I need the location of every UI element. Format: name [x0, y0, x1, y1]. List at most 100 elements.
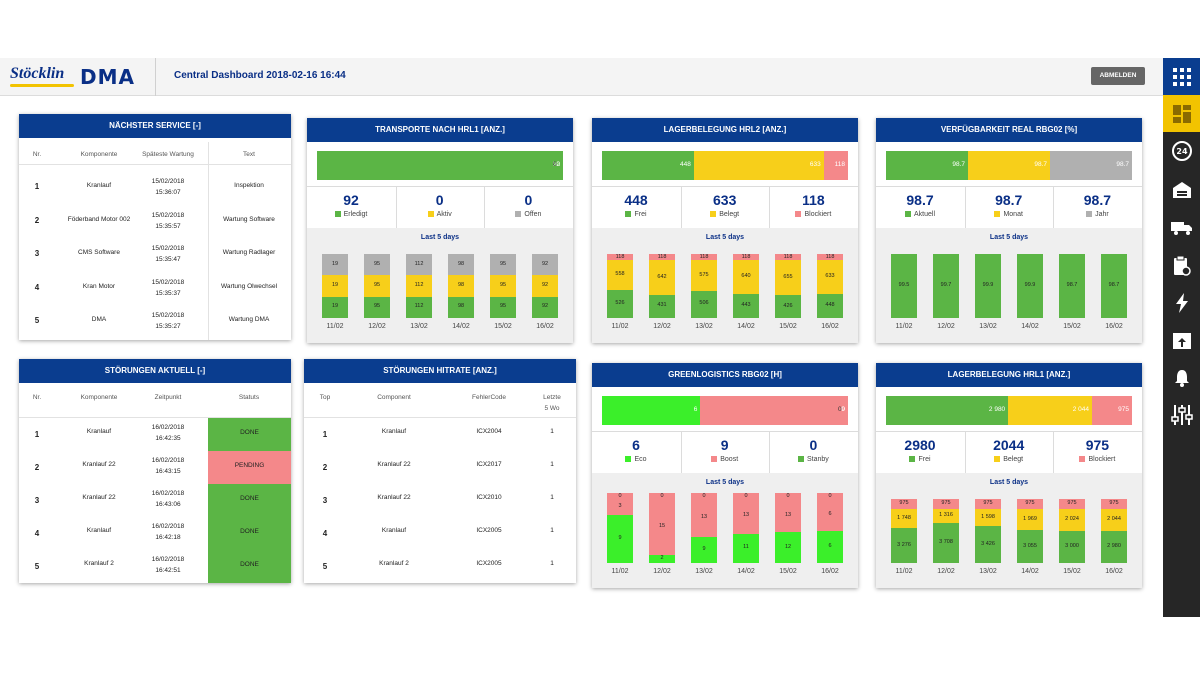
history-x-label: 11/02: [611, 568, 629, 575]
history-title: Last 5 days: [420, 234, 460, 241]
kpi-stat-label: Frei: [918, 456, 931, 463]
kpi-stat-label: Blockiert: [1088, 456, 1116, 463]
history-bar-label: 95: [499, 303, 507, 310]
history-bar-label: 98: [457, 281, 465, 288]
history-bar-label: 3: [618, 503, 622, 509]
sidebar-item-dashboard[interactable]: [1163, 95, 1200, 132]
history-bar-label: 633: [825, 273, 835, 280]
history-bar-label: 98.7: [1066, 282, 1078, 288]
kpi-panel: LAGERBELEGUNG HRL1 [ANZ.] 2 980 2 044 975 29…: [876, 363, 1142, 588]
history-bar-label: 118: [699, 254, 709, 260]
table-row-component: Kranlauf: [86, 182, 112, 189]
history-bar-label: 975: [1109, 500, 1119, 507]
history-bar-label: 0: [702, 493, 706, 499]
hitrate-col-top: Top: [319, 394, 331, 401]
sidebar-item-alerts[interactable]: [1163, 359, 1200, 396]
history-bar-segment: 3: [607, 499, 633, 515]
table-row-count: 1: [550, 428, 554, 435]
kpi-stat-label-row: Boost: [681, 456, 769, 463]
history-x-label: 15/02: [1063, 323, 1081, 330]
header-bar: Stöcklin DMA Central Dashboard 2018-02-1…: [0, 58, 1163, 96]
kpi-stat-label: Aktiv: [436, 211, 452, 218]
box-upload-icon: [1172, 332, 1191, 349]
history-bar-segment: 13: [775, 499, 801, 533]
history-bar-label: 99.9: [982, 282, 994, 288]
history-bar-label: 98: [457, 303, 465, 310]
table-row-time: 16:42:35: [155, 435, 181, 442]
table-row-time: 15:35:37: [155, 289, 181, 297]
history-bar-label: 118: [615, 254, 625, 260]
kpi-stat-label-row: Belegt: [965, 456, 1053, 463]
stat-separator: [484, 187, 486, 228]
history-bar-label: 975: [983, 500, 993, 507]
sidebar-item-warehouse[interactable]: [1163, 171, 1200, 208]
warehouse-icon: [1172, 181, 1191, 198]
kpi-panel: TRANSPORTE NACH HRL1 [ANZ.] 92 0 0 92 Erledig…: [307, 118, 573, 343]
kpi-stat-value: 2044: [993, 437, 1025, 453]
service-col-komponente: Komponente: [80, 151, 118, 158]
table-row-text: Wartung Radlager: [222, 249, 276, 256]
table-row-date: 16/02/2018: [151, 490, 185, 497]
stoerungen-col-nr: Nr.: [32, 394, 42, 401]
sidebar-item-export[interactable]: [1163, 322, 1200, 359]
history-bar-segment: 3 708: [933, 523, 959, 563]
history-x-label: 16/02: [821, 323, 839, 330]
kpi-stat-label-row: Erledigt: [307, 211, 395, 218]
history-bar-segment: 99.7: [933, 254, 959, 318]
kpi-stat: 0 Aktiv: [396, 192, 484, 218]
table-row-text: Wartung Olwechsel: [220, 282, 278, 290]
history-bar-segment: 118: [817, 254, 843, 261]
history-bar-segment: 640: [733, 260, 759, 295]
sidebar-item-energy[interactable]: [1163, 284, 1200, 321]
history-x-label: 15/02: [1063, 568, 1081, 575]
history-bar-label: 95: [373, 303, 381, 310]
stat-separator: [1053, 187, 1055, 228]
table-row-number: 4: [34, 529, 40, 538]
truck-icon: [1170, 221, 1192, 235]
table-row-number: 1: [34, 430, 40, 439]
history-bar-label: 19: [331, 303, 339, 310]
history-bar-label: 642: [657, 273, 667, 280]
kpi-stat-value: 9: [720, 437, 729, 453]
history-bar-segment: 112: [406, 296, 432, 318]
sidebar-item-transport[interactable]: [1163, 209, 1200, 246]
table-row-date: 16/02/2018: [151, 523, 185, 530]
table-row-number: 2: [34, 463, 40, 472]
history-chart: Last 5 days 526 558 118 11/02 431 642 118 12/02 5…: [592, 228, 858, 343]
kpi-stat: 0 Offen: [484, 192, 572, 218]
history-bar-label: 975: [941, 500, 951, 507]
kpi-stat-label-row: Aktuell: [876, 211, 964, 218]
history-bar-label: 2: [660, 555, 664, 562]
sidebar-item-settings[interactable]: [1163, 396, 1200, 433]
legend-swatch: [625, 456, 632, 462]
table-row-date: 15/02/2018: [151, 245, 185, 252]
history-chart: Last 5 days 9 3 0 11/02 2 15 0 12/02 9 13 0 13/02 11 1…: [592, 473, 858, 588]
history-bar-label: 6: [828, 543, 832, 549]
history-bar-label: 0: [744, 493, 748, 499]
total-bar: 92 0: [317, 151, 563, 180]
sidebar-item-apps[interactable]: [1163, 58, 1200, 95]
sidebar-nav: 24: [1163, 58, 1200, 617]
total-bar-label: 633: [809, 161, 821, 168]
kpi-stat-value: 98.7: [995, 192, 1023, 208]
total-bar-segment: 9: [700, 396, 848, 425]
history-bar-segment: 92: [532, 275, 558, 297]
logout-button[interactable]: ABMELDEN: [1091, 67, 1145, 85]
sidebar-item-service[interactable]: [1163, 247, 1200, 284]
history-x-label: 11/02: [611, 323, 629, 330]
kpi-stat-label-row: Eco: [592, 456, 680, 463]
kpi-stat-value: 448: [624, 192, 648, 208]
table-row-time: 16:42:51: [155, 567, 181, 574]
status-badge: DONE: [240, 528, 259, 535]
history-bar-segment: 95: [490, 296, 516, 318]
history-bar-label: 13: [742, 512, 750, 519]
total-bar-segment: 2 980: [886, 396, 1009, 425]
logo-product: DMA: [80, 65, 135, 89]
history-x-label: 14/02: [737, 568, 755, 575]
sidebar-item-24h[interactable]: 24: [1163, 132, 1200, 169]
kpi-stat-value: 975: [1085, 437, 1110, 453]
history-bar-segment: 98.7: [1059, 254, 1085, 318]
legend-swatch: [515, 211, 522, 217]
